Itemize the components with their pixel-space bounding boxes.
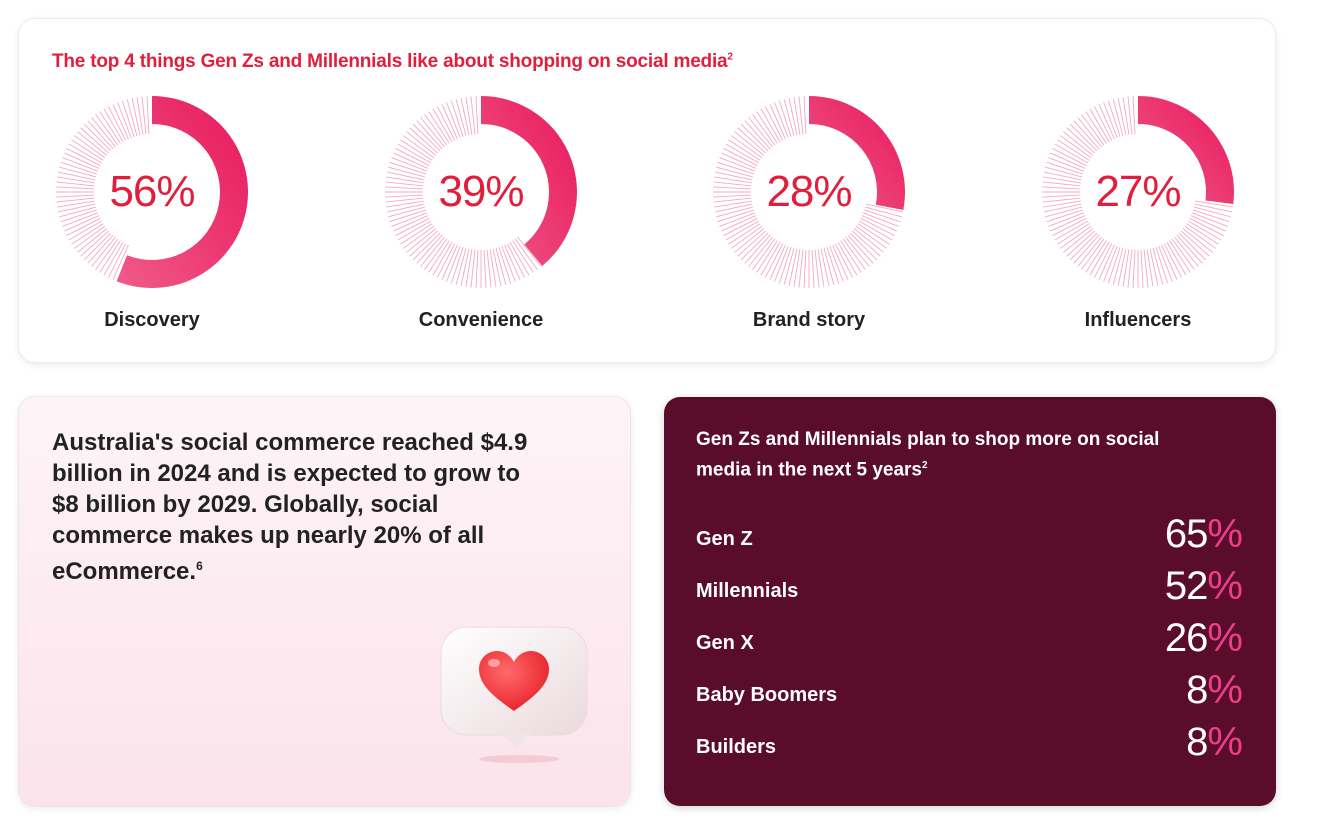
plan-value-percent-sign: % — [1207, 616, 1243, 660]
donut-label-convenience: Convenience — [418, 309, 544, 331]
donut-label-discovery: Discovery — [104, 309, 200, 331]
plan-label-millennials: Millennials — [696, 580, 799, 602]
plan-row-builders: Builders 8% — [696, 720, 1243, 765]
plan-value-percent-sign: % — [1207, 512, 1243, 556]
plan-row-gen-z: Gen Z 65% — [696, 512, 1243, 557]
donut-discovery: 56% — [52, 92, 252, 292]
plan-label-gen-x: Gen X — [696, 632, 754, 654]
donut-svg-brand-story — [713, 96, 905, 288]
donut-influencers: 27% — [1038, 92, 1238, 292]
plan-value-number: 8 — [1186, 668, 1208, 712]
plan-row-baby-boomers: Baby Boomers 8% — [696, 668, 1243, 713]
top-title-text: The top 4 things Gen Zs and Millennials … — [52, 51, 728, 72]
plan-value-percent-sign: % — [1207, 668, 1243, 712]
donut-value-convenience: 39% — [438, 167, 524, 216]
plan-row-millennials: Millennials 52% — [696, 564, 1243, 609]
donut-arc-influencers — [1138, 96, 1234, 205]
plan-value-number: 52 — [1164, 564, 1208, 608]
donut-arc-convenience — [481, 96, 577, 266]
plan-row-gen-x: Gen X 26% — [696, 616, 1243, 661]
donut-convenience: 39% — [381, 92, 581, 292]
plan-value-baby-boomers: 8% — [1186, 668, 1243, 713]
plan-title-text: Gen Zs and Millennials plan to shop more… — [696, 429, 1160, 481]
plan-label-builders: Builders — [696, 736, 777, 758]
heart-bubble-icon — [440, 626, 588, 763]
plan-value-gen-z: 65% — [1164, 512, 1243, 557]
plan-value-gen-x: 26% — [1164, 616, 1243, 661]
top-card-title: The top 4 things Gen Zs and Millennials … — [52, 51, 733, 73]
plan-value-number: 65 — [1164, 512, 1208, 556]
plan-value-builders: 8% — [1186, 720, 1243, 765]
donut-label-brand-story: Brand story — [752, 309, 866, 331]
top-title-footnote: 2 — [727, 51, 733, 63]
donut-svg-discovery — [56, 96, 249, 288]
donut-brand-story: 28% — [709, 92, 909, 292]
donut-svg-influencers — [1042, 96, 1234, 288]
social-commerce-stat-card: Australia's social commerce reached $4.9… — [19, 397, 630, 806]
stat-footnote: 6 — [196, 559, 203, 573]
donut-value-discovery: 56% — [109, 167, 195, 216]
top-card: The top 4 things Gen Zs and Millennials … — [19, 19, 1275, 362]
stat-text: Australia's social commerce reached $4.9… — [52, 427, 552, 587]
plan-value-percent-sign: % — [1207, 720, 1243, 764]
donut-track-brand-story — [713, 96, 903, 288]
donut-value-influencers: 27% — [1095, 167, 1181, 216]
donut-label-influencers: Influencers — [1084, 309, 1192, 331]
plan-value-number: 8 — [1186, 720, 1208, 764]
donut-value-brand-story: 28% — [766, 167, 852, 216]
donut-track-discovery — [56, 96, 150, 280]
plan-value-number: 26 — [1164, 616, 1208, 660]
donut-arc-brand-story — [809, 96, 905, 210]
plan-card-title: Gen Zs and Millennials plan to shop more… — [696, 427, 1216, 483]
plan-label-baby-boomers: Baby Boomers — [696, 684, 838, 706]
donut-svg-convenience — [385, 96, 577, 288]
donut-track-convenience — [385, 96, 542, 288]
plan-label-gen-z: Gen Z — [696, 528, 753, 550]
plan-value-percent-sign: % — [1207, 564, 1243, 608]
plan-value-millennials: 52% — [1164, 564, 1243, 609]
plan-to-shop-card: Gen Zs and Millennials plan to shop more… — [664, 397, 1276, 806]
plan-title-footnote: 2 — [922, 460, 928, 471]
stat-text-body: Australia's social commerce reached $4.9… — [52, 429, 528, 585]
donut-track-influencers — [1042, 96, 1233, 288]
donut-arc-discovery — [116, 96, 249, 288]
